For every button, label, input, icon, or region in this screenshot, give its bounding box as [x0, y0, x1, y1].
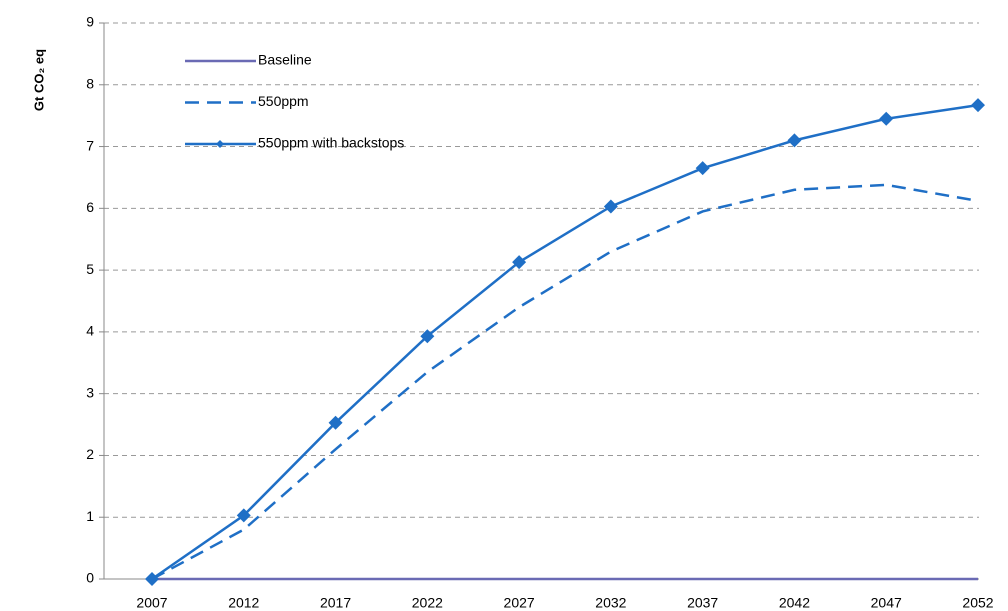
- series-line: [151, 183, 979, 581]
- x-tick-label: 2017: [320, 595, 351, 611]
- legend-label: 550ppm: [258, 93, 309, 109]
- x-tick-label: 2052: [962, 595, 993, 611]
- x-tick-label: 2047: [871, 595, 902, 611]
- series-line: [151, 103, 979, 581]
- marker: [787, 133, 802, 148]
- marker: [145, 572, 159, 586]
- x-tick-label: 2012: [228, 595, 259, 611]
- x-tick-label: 2032: [595, 595, 626, 611]
- marker: [603, 199, 618, 214]
- y-tick-label: 8: [86, 75, 94, 91]
- y-tick-label: 0: [86, 570, 94, 586]
- marker: [328, 415, 343, 430]
- x-tick-label: 2037: [687, 595, 718, 611]
- marker: [695, 161, 710, 176]
- legend-label: Baseline: [258, 52, 312, 68]
- y-tick-label: 9: [86, 14, 94, 30]
- x-tick-label: 2022: [412, 595, 443, 611]
- marker: [971, 98, 985, 113]
- x-tick-label: 2027: [504, 595, 535, 611]
- y-tick-label: 1: [86, 508, 94, 524]
- marker: [236, 508, 251, 523]
- x-tick-label: 2042: [779, 595, 810, 611]
- legend-label: 550ppm with backstops: [258, 135, 404, 151]
- y-tick-label: 6: [86, 199, 94, 215]
- y-tick-label: 5: [86, 261, 94, 277]
- marker: [512, 255, 527, 270]
- y-tick-label: 7: [86, 137, 94, 153]
- x-tick-label: 2007: [136, 595, 167, 611]
- y-tick-label: 3: [86, 384, 94, 400]
- marker: [420, 329, 435, 344]
- y-tick-label: 2: [86, 446, 94, 462]
- legend-marker: [216, 140, 224, 148]
- y-tick-label: 4: [86, 323, 94, 339]
- y-axis-label: Gt CO₂ eq: [31, 49, 46, 111]
- marker: [879, 111, 894, 126]
